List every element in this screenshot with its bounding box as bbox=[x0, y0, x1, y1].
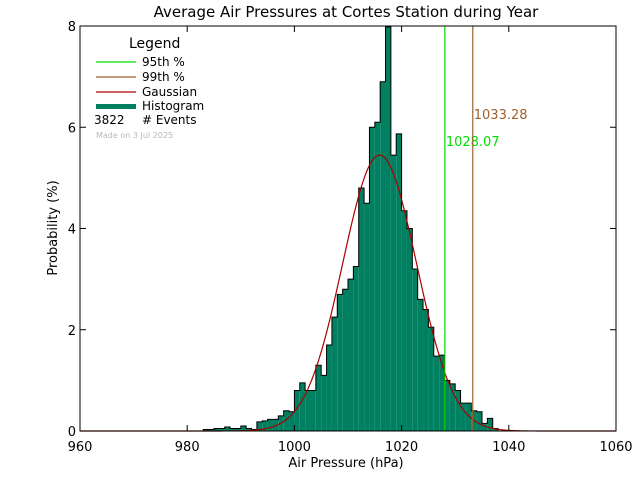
histogram-bar bbox=[294, 390, 300, 431]
histogram-bar bbox=[305, 390, 311, 431]
histogram-bar bbox=[455, 390, 461, 431]
histogram-bar bbox=[487, 418, 493, 431]
x-axis-ticks: 960 980 1000 1020 1040 1060 bbox=[68, 26, 633, 455]
histogram-bar bbox=[406, 228, 413, 431]
x-axis-label: Air Pressure (hPa) bbox=[288, 456, 403, 471]
histogram-bar bbox=[369, 127, 375, 431]
made-on-note: Made on 3 Jul 2025 bbox=[96, 131, 173, 140]
histogram-bar bbox=[342, 289, 348, 431]
histogram-bar bbox=[326, 344, 332, 431]
histogram-bar bbox=[390, 155, 397, 431]
histogram-bar bbox=[465, 403, 472, 431]
events-count: 3822 bbox=[94, 113, 125, 127]
histogram-bar bbox=[310, 390, 316, 431]
histogram-bar bbox=[289, 411, 295, 431]
histogram-bar bbox=[385, 27, 391, 431]
histogram-bar bbox=[380, 81, 386, 431]
histogram-bar bbox=[240, 425, 247, 431]
histogram-bar bbox=[331, 317, 338, 431]
histogram-bar bbox=[348, 279, 354, 431]
events-label: # Events bbox=[142, 113, 197, 127]
legend-label-gaussian: Gaussian bbox=[142, 85, 197, 99]
histogram-bar bbox=[412, 269, 418, 431]
x-tick-label: 960 bbox=[68, 440, 93, 455]
legend-label-histogram: Histogram bbox=[142, 99, 204, 113]
histogram-bar bbox=[428, 327, 434, 431]
histogram-bar bbox=[417, 299, 424, 431]
legend-swatch-histogram bbox=[96, 104, 136, 109]
x-tick-label: 1020 bbox=[385, 440, 418, 455]
histogram-bars bbox=[203, 27, 499, 432]
histogram-bar bbox=[224, 426, 231, 431]
x-tick-label: 1060 bbox=[599, 440, 632, 455]
histogram-bar bbox=[208, 429, 214, 431]
histogram-bar bbox=[401, 210, 407, 431]
histogram-bar bbox=[439, 355, 445, 431]
x-tick-label: 1040 bbox=[492, 440, 525, 455]
y-tick-label: 8 bbox=[68, 20, 76, 35]
histogram-bar bbox=[423, 309, 429, 431]
histogram-bar bbox=[449, 383, 456, 431]
histogram-bar bbox=[433, 356, 440, 431]
histogram-bar bbox=[267, 419, 273, 431]
histogram-bar bbox=[482, 423, 488, 431]
histogram-bar bbox=[396, 133, 402, 432]
histogram-bar bbox=[460, 403, 466, 431]
y-axis-label: Probability (%) bbox=[46, 180, 61, 275]
y-tick-label: 0 bbox=[68, 425, 76, 440]
histogram-bar bbox=[214, 428, 220, 431]
x-tick-label: 980 bbox=[175, 440, 200, 455]
histogram-bar bbox=[374, 122, 381, 431]
histogram-bar bbox=[358, 188, 365, 431]
histogram-bar bbox=[230, 428, 236, 431]
y-tick-label: 6 bbox=[68, 121, 76, 136]
legend: Legend 95th % 99th % Gaussian Histogram … bbox=[94, 36, 204, 140]
histogram-bar bbox=[476, 411, 482, 431]
histogram-bar bbox=[353, 266, 359, 431]
reference-line-label: 1033.28 bbox=[474, 108, 528, 123]
chart-title: Average Air Pressures at Cortes Station … bbox=[154, 3, 540, 21]
histogram-bar bbox=[315, 365, 322, 431]
x-tick-label: 1000 bbox=[278, 440, 311, 455]
histogram-bar bbox=[203, 429, 209, 431]
y-axis-ticks: 0 2 4 6 8 bbox=[68, 20, 616, 440]
histogram-bar bbox=[492, 428, 499, 431]
y-tick-label: 4 bbox=[68, 223, 76, 238]
histogram-bar bbox=[219, 428, 225, 431]
legend-label-99th: 99th % bbox=[142, 70, 185, 84]
legend-label-95th: 95th % bbox=[142, 55, 185, 69]
y-tick-label: 2 bbox=[68, 324, 76, 339]
histogram-bar bbox=[262, 420, 268, 431]
histogram-bar bbox=[246, 428, 252, 431]
histogram-bar bbox=[299, 382, 306, 431]
histogram-bar bbox=[321, 375, 327, 431]
histogram-bar bbox=[235, 428, 241, 431]
histogram-bar bbox=[337, 294, 343, 431]
histogram-bar bbox=[256, 421, 263, 431]
histogram-outline bbox=[202, 26, 499, 431]
histogram-bar bbox=[283, 410, 290, 431]
legend-title: Legend bbox=[129, 36, 180, 52]
histogram-bar bbox=[444, 380, 450, 431]
histogram-bar bbox=[364, 203, 370, 431]
